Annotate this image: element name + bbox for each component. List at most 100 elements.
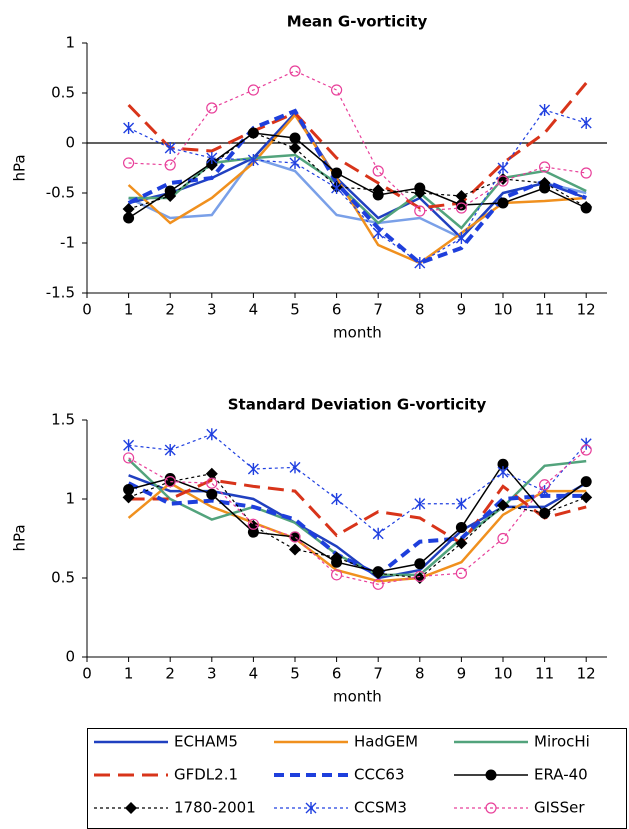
legend-label: ERA-40 xyxy=(534,766,588,784)
point-marker xyxy=(123,122,135,134)
x-tick-label: 12 xyxy=(577,301,596,319)
point-marker xyxy=(455,232,467,244)
point-marker xyxy=(205,159,218,171)
point-marker xyxy=(538,507,551,520)
y-tick-label: -1.5 xyxy=(46,284,75,302)
point-marker xyxy=(247,462,259,475)
point-marker xyxy=(455,199,467,211)
point-marker xyxy=(289,157,301,169)
y-tick-label: 1 xyxy=(65,490,75,508)
y-tick-label: 0 xyxy=(65,648,75,666)
series-line xyxy=(128,109,587,264)
point-marker xyxy=(289,461,301,474)
x-tick-label: 10 xyxy=(493,301,512,319)
point-marker xyxy=(247,127,260,139)
point-marker xyxy=(247,154,259,166)
legend-label: CCSM3 xyxy=(354,799,407,817)
x-tick-label: 6 xyxy=(332,665,342,683)
series-line xyxy=(128,478,587,546)
point-marker xyxy=(455,521,467,533)
point-marker xyxy=(164,142,176,154)
point-marker xyxy=(414,570,426,583)
point-marker xyxy=(289,65,301,77)
x-tick-label: 11 xyxy=(535,665,554,683)
x-tick-label: 1 xyxy=(124,301,134,319)
y-tick-label: 0.5 xyxy=(51,84,75,102)
point-marker xyxy=(289,543,301,556)
x-tick-label: 12 xyxy=(577,665,596,683)
x-tick-label: 2 xyxy=(165,301,175,319)
x-tick-label: 2 xyxy=(165,665,175,683)
x-tick-label: 8 xyxy=(415,301,425,319)
chart-title: Mean G-vorticity xyxy=(287,13,428,31)
x-tick-label: 10 xyxy=(493,665,512,683)
point-marker xyxy=(580,444,592,456)
point-marker xyxy=(455,190,468,202)
point-marker xyxy=(164,475,177,488)
y-tick-label: 0.5 xyxy=(51,569,75,587)
point-marker xyxy=(164,476,176,488)
point-marker xyxy=(206,152,218,164)
series-line xyxy=(127,458,587,577)
point-marker xyxy=(497,458,509,470)
point-marker xyxy=(372,227,384,239)
y-tick-label: 1.5 xyxy=(51,411,75,429)
y-axis-label: hPa xyxy=(11,524,29,551)
legend-label: 1780-2001 xyxy=(174,799,256,817)
x-tick-label: 4 xyxy=(249,301,259,319)
x-tick-label: 7 xyxy=(373,301,383,319)
point-marker xyxy=(372,165,384,177)
point-marker xyxy=(206,477,218,489)
point-marker xyxy=(497,173,509,185)
point-marker xyxy=(485,769,497,781)
point-marker xyxy=(331,493,343,505)
series-line xyxy=(128,473,587,579)
point-marker xyxy=(330,551,343,564)
point-marker xyxy=(125,802,137,814)
series-line xyxy=(128,132,587,219)
point-marker xyxy=(289,531,301,543)
x-tick-label: 11 xyxy=(535,301,554,319)
point-marker xyxy=(455,202,467,214)
point-marker xyxy=(497,162,509,174)
point-marker xyxy=(372,527,384,540)
point-marker xyxy=(455,497,467,510)
point-marker xyxy=(123,452,135,464)
point-marker xyxy=(331,167,343,179)
point-marker xyxy=(164,159,176,171)
chart-title: Standard Deviation G-vorticity xyxy=(228,396,487,414)
point-marker xyxy=(331,182,343,194)
point-marker xyxy=(123,484,135,496)
point-marker xyxy=(305,802,317,814)
point-marker xyxy=(122,203,135,215)
x-axis-label: month xyxy=(333,324,382,342)
y-tick-label: 0 xyxy=(65,134,75,152)
point-marker xyxy=(580,167,592,179)
x-tick-label: 6 xyxy=(332,301,342,319)
point-marker xyxy=(289,142,301,154)
point-marker xyxy=(485,802,497,814)
point-marker xyxy=(164,444,176,457)
point-marker xyxy=(164,190,177,202)
point-marker xyxy=(414,497,426,510)
point-marker xyxy=(331,84,343,96)
x-tick-label: 9 xyxy=(457,665,467,683)
point-marker xyxy=(289,132,301,144)
point-marker xyxy=(497,466,509,479)
legend-label: GFDL2.1 xyxy=(174,766,238,784)
point-marker xyxy=(539,104,551,116)
point-marker xyxy=(206,488,218,500)
x-axis-label: month xyxy=(333,688,382,706)
series-line xyxy=(128,474,587,580)
point-marker xyxy=(247,526,259,538)
point-marker xyxy=(497,197,509,209)
point-marker xyxy=(123,157,135,169)
point-marker xyxy=(414,205,426,217)
point-marker xyxy=(580,476,592,488)
series-line xyxy=(127,481,587,578)
point-marker xyxy=(123,212,135,224)
point-marker xyxy=(413,187,426,199)
point-marker xyxy=(538,177,551,189)
point-marker xyxy=(497,175,509,187)
